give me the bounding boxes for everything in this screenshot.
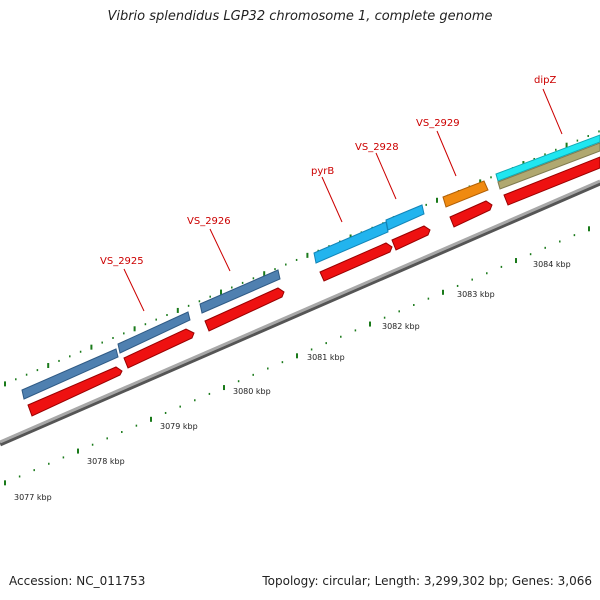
leader-line <box>321 176 343 223</box>
cds-arrow <box>319 242 393 282</box>
gene-bar-skyblue <box>313 221 389 264</box>
leader-line <box>209 228 231 272</box>
gene-label: pyrB <box>311 166 334 177</box>
kbp-label: 3080 kbp <box>233 387 271 396</box>
gene-label: VS_2926 <box>187 216 231 227</box>
leader-line <box>542 88 563 135</box>
map-title: Vibrio splendidus LGP32 chromosome 1, co… <box>107 9 493 24</box>
cds-arrow <box>123 328 195 369</box>
kbp-label: 3079 kbp <box>160 422 198 431</box>
accession-text: Accession: NC_011753 <box>9 574 146 588</box>
kbp-label: 3081 kbp <box>307 353 345 362</box>
gene-bar-cyan <box>495 134 600 182</box>
leader-line <box>375 152 397 200</box>
backbone <box>0 179 600 444</box>
cds-arrow <box>503 156 600 206</box>
inner-tick-ring <box>4 226 590 486</box>
gene-label: VS_2928 <box>355 142 399 153</box>
kbp-label: 3083 kbp <box>457 290 495 299</box>
feature-bars <box>21 134 600 417</box>
kbp-label: 3084 kbp <box>533 260 571 269</box>
gene-bar-steelblue <box>199 269 281 314</box>
gene-bar-steelblue <box>117 311 191 354</box>
gene-label: VS_2925 <box>100 256 144 267</box>
gene-labels: VS_2925 VS_2926 pyrB VS_2928 VS_2929 dip… <box>100 75 556 267</box>
gene-bar-orange <box>442 180 489 208</box>
gene-label: VS_2929 <box>416 118 460 129</box>
gene-bar-khaki <box>497 142 600 190</box>
leader-line <box>123 268 145 312</box>
kbp-label: 3078 kbp <box>87 457 125 466</box>
cds-arrow <box>204 287 285 332</box>
gene-bar-steelblue <box>21 348 119 400</box>
leader-line <box>436 130 457 177</box>
label-leaders <box>123 88 563 312</box>
axis-labels: 3077 kbp 3078 kbp 3079 kbp 3080 kbp 3081… <box>14 260 571 502</box>
backbone-shadow <box>0 180 600 447</box>
cds-arrow <box>391 225 431 251</box>
kbp-label: 3082 kbp <box>382 322 420 331</box>
kbp-label: 3077 kbp <box>14 493 52 502</box>
topology-text: Topology: circular; Length: 3,299,302 bp… <box>262 574 592 588</box>
cds-arrow <box>449 200 493 228</box>
cds-arrow <box>27 366 123 417</box>
gene-bar-skyblue <box>385 204 425 231</box>
gene-label: dipZ <box>534 75 556 86</box>
